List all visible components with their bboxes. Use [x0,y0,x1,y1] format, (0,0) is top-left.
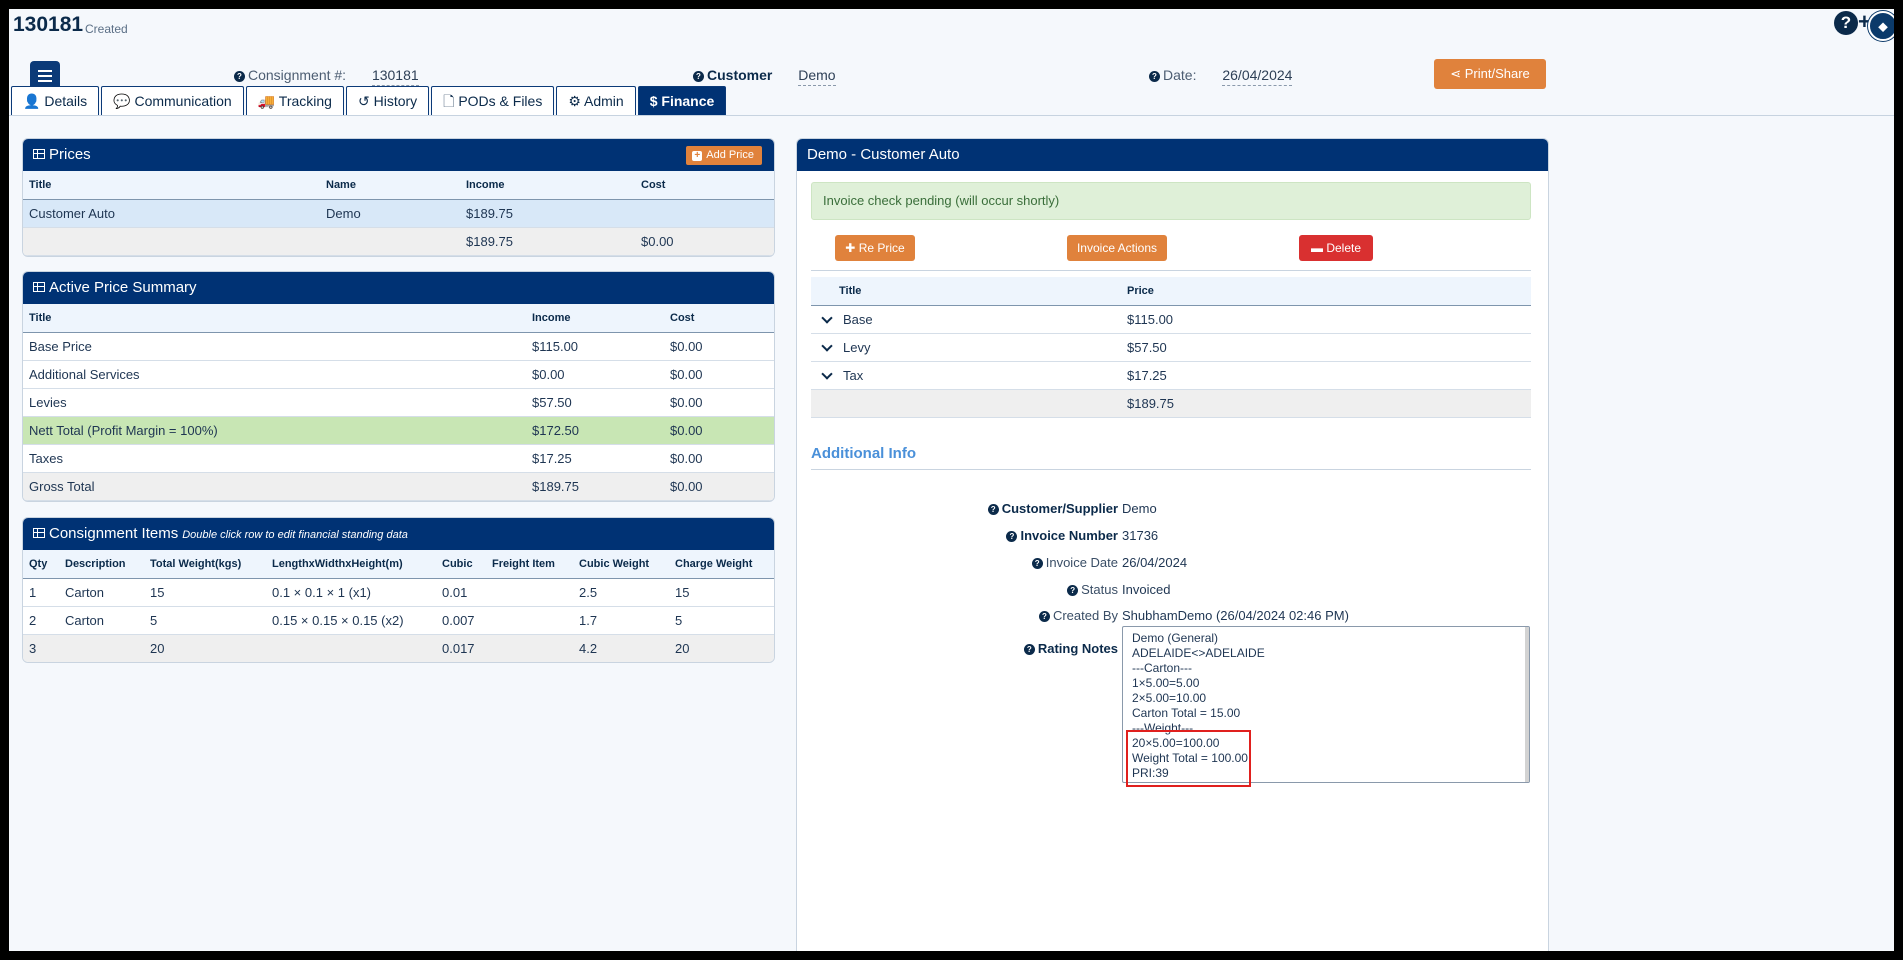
chevron-down-icon[interactable] [821,368,833,380]
invoice-panel-header: Demo - Customer Auto [797,139,1548,171]
status-value: Invoiced [1122,582,1171,597]
created-by-label: ? Created By [1038,608,1118,623]
share-icon: ⋖ [1450,66,1465,81]
table-row: Base Price $115.00 $0.00 [23,332,774,361]
table-row: Additional Services $0.00 $0.00 [23,360,774,389]
prices-table: Title Name Income Cost Customer Auto Dem… [23,171,774,256]
invoice-alert: Invoice check pending (will occur shortl… [811,182,1531,220]
invoice-panel: Demo - Customer Auto Invoice check pendi… [796,138,1549,951]
hamburger-icon [38,70,52,72]
plus-square-icon: + [692,151,703,161]
tab-admin[interactable]: ⚙ Admin [556,86,636,116]
plus-icon: ✚ [845,241,859,255]
table-icon [33,528,45,538]
gear-icon: ⚙ [568,93,581,109]
customer-field: ? Customer Demo [693,67,836,86]
tab-bar: 👤 Details 💬 Communication 🚚 Tracking ↺ H… [11,86,727,116]
date-field: ? Date: 26/04/2024 [1149,67,1293,86]
add-price-button[interactable]: + Add Price [686,146,762,165]
help-icon[interactable]: ? [1834,11,1858,35]
help-icon[interactable]: ? [1149,71,1160,82]
help-icon[interactable]: ? [1006,531,1018,542]
additional-info-title: Additional Info [811,445,1531,470]
help-icon[interactable]: ? [1038,611,1050,622]
tab-communication[interactable]: 💬 Communication [101,86,244,116]
consignment-items-panel: Consignment Items Double click row to edi… [22,517,775,663]
customer-supplier-value: Demo [1122,501,1157,516]
comment-icon: 💬 [113,93,131,109]
table-row[interactable]: Customer Auto Demo $189.75 [23,199,774,228]
rating-notes-label: ? Rating Notes [1023,641,1118,656]
tab-history[interactable]: ↺ History [345,86,430,116]
consignment-id-title: 130181 [13,13,84,36]
invoice-lines-table: Title Price Base $115.00 Levy $57.50 Tax $1… [811,277,1531,418]
table-row[interactable]: Tax $17.25 [811,361,1531,390]
history-icon: ↺ [357,93,370,109]
help-icon[interactable]: ? [1067,585,1079,596]
table-row[interactable]: Levy $57.50 [811,333,1531,362]
price-summary-table: Title Income Cost Base Price $115.00 $0.00… [23,304,774,501]
consignment-status: Created [85,22,128,36]
chevron-down-icon[interactable] [821,312,833,324]
table-icon [33,149,45,159]
price-summary-header: Active Price Summary [23,272,774,304]
chevron-down-icon[interactable] [821,340,833,352]
user-icon: 👤 [23,93,41,109]
tag-icon[interactable]: ⬥ [1868,11,1894,41]
top-toolbar: ? + ⬥ [1834,9,1894,49]
help-icon[interactable]: ? [234,71,245,82]
dollar-icon: $ [649,93,658,109]
table-row: Taxes $17.25 $0.00 [23,444,774,473]
created-by-value: ShubhamDemo (26/04/2024 02:46 PM) [1122,608,1349,623]
help-icon[interactable]: ? [987,504,999,515]
tab-pods-files[interactable]: 🗋 PODs & Files [431,86,555,116]
tab-tracking[interactable]: 🚚 Tracking [245,86,344,116]
invoice-actions-button[interactable]: Invoice Actions [1067,235,1167,261]
table-icon [33,282,45,292]
consignment-number-field: ? Consignment #: 130181 [234,67,419,86]
date-value[interactable]: 26/04/2024 [1222,67,1293,86]
scrollbar[interactable] [1525,627,1529,782]
table-row[interactable]: 1 Carton 15 0.1 × 0.1 × 1 (x1) 0.01 2.5 15 [23,578,774,607]
total-row: Gross Total $189.75 $0.00 [23,471,774,501]
table-row[interactable]: 2 Carton 5 0.15 × 0.15 × 0.15 (x2) 0.007 1.7 5 [23,606,774,635]
status-label: ? Status [1067,582,1118,597]
consignment-items-table: Qty Description Total Weight(kgs) Length… [23,550,774,662]
invoice-number-value: 31736 [1122,528,1159,543]
table-row: Levies $57.50 $0.00 [23,388,774,417]
invoice-number-label: ? Invoice Number [1006,528,1118,543]
print-share-button[interactable]: ⋖ Print/Share [1434,59,1546,89]
price-summary-panel: Active Price Summary Title Income Cost B… [22,271,775,502]
minus-icon: ▬ [1310,241,1327,255]
app-window: 130181 Created ? + ⬥ ? Consignment #: 130… [9,9,1894,951]
customer-supplier-label: ? Customer/Supplier [987,501,1118,516]
prices-panel-header: Prices + Add Price [23,139,774,171]
prices-panel: Prices + Add Price Title Name Income Cost… [22,138,775,257]
help-icon[interactable]: ? [1023,644,1035,655]
total-row: $189.75 [811,388,1531,418]
table-row: Nett Total (Profit Margin = 100%) $172.50… [23,416,774,445]
tab-finance[interactable]: $ Finance [637,86,727,116]
help-icon[interactable]: ? [1031,558,1043,569]
plus-icon[interactable]: + [1858,9,1871,34]
table-row[interactable]: Base $115.00 [811,305,1531,334]
invoice-date-label: ? Invoice Date [1031,555,1118,570]
total-row: 3 20 0.017 4.2 20 [23,633,774,662]
highlight-annotation-box [1126,730,1251,787]
customer-value[interactable]: Demo [798,67,836,86]
tab-details[interactable]: 👤 Details [11,86,100,116]
delete-button[interactable]: ▬ Delete [1299,235,1373,261]
truck-icon: 🚚 [257,93,276,109]
rating-notes-textarea[interactable]: Demo (General) ADELAIDE<>ADELAIDE ---Car… [1122,626,1530,783]
help-icon[interactable]: ? [693,71,704,82]
total-row: $189.75 $0.00 [23,226,774,256]
consignment-items-header: Consignment Items Double click row to edi… [23,518,774,550]
invoice-date-value: 26/04/2024 [1122,555,1188,570]
file-icon: 🗋 [443,93,455,109]
consignment-number-value[interactable]: 130181 [371,67,419,86]
re-price-button[interactable]: ✚ Re Price [835,235,915,261]
